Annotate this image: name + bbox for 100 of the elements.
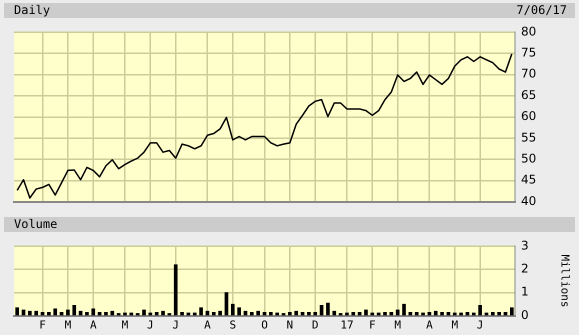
- bar: [452, 312, 457, 316]
- bar: [123, 312, 127, 316]
- bar: [345, 312, 349, 316]
- bar: [269, 312, 273, 316]
- bar: [142, 310, 146, 316]
- bar: [332, 310, 336, 316]
- bar: [15, 307, 19, 316]
- bar: [60, 312, 64, 316]
- y-axis-title: Millions: [558, 254, 572, 308]
- x-tick-label: A: [426, 318, 434, 332]
- bar: [66, 310, 70, 316]
- bar: [504, 312, 508, 316]
- bar: [300, 312, 304, 316]
- bar: [256, 310, 260, 316]
- y-tick-label: 0: [521, 308, 529, 322]
- x-tick-label: S: [229, 318, 236, 332]
- bar: [47, 312, 51, 316]
- bar: [472, 312, 476, 316]
- bar: [180, 312, 184, 316]
- y-tick-label: 65: [521, 88, 536, 102]
- bar: [78, 310, 82, 316]
- x-tick-label: A: [90, 318, 97, 332]
- bar: [85, 312, 89, 316]
- bar: [186, 312, 190, 316]
- bar: [421, 312, 425, 316]
- bar: [326, 302, 330, 316]
- bar: [408, 312, 412, 316]
- bar: [28, 310, 32, 316]
- x-tick-label: M: [122, 318, 129, 332]
- bar: [192, 312, 197, 316]
- bar: [275, 312, 280, 316]
- bar: [224, 292, 228, 316]
- bar: [288, 312, 292, 316]
- y-tick-label: 60: [521, 109, 536, 124]
- bar: [396, 310, 400, 316]
- y-tick-label: 3: [521, 238, 529, 252]
- x-tick-label: J: [147, 318, 154, 332]
- y-tick-label: 75: [521, 46, 536, 60]
- bar: [370, 312, 374, 316]
- bar: [244, 310, 248, 316]
- x-tick-label: J: [172, 318, 180, 332]
- bar: [307, 312, 311, 316]
- bar: [212, 312, 216, 316]
- y-tick-label: 2: [521, 262, 529, 276]
- x-tick-label: M: [394, 318, 402, 332]
- bar: [104, 312, 108, 316]
- x-tick-label: O: [261, 318, 268, 332]
- text: 7/06/17: [516, 3, 567, 18]
- x-tick-label: F: [39, 318, 46, 332]
- bar: [466, 312, 470, 316]
- y-tick-label: 70: [521, 66, 536, 81]
- bar: [250, 312, 254, 316]
- y-tick-label: 40: [521, 194, 536, 208]
- x-tick-label: M: [64, 318, 72, 332]
- bar: [262, 312, 266, 316]
- y-tick-label: 45: [521, 172, 536, 187]
- bar: [218, 310, 222, 316]
- bar: [110, 310, 114, 316]
- bar: [237, 307, 241, 316]
- bar: [497, 312, 501, 316]
- bar: [22, 310, 26, 316]
- bar: [376, 312, 380, 316]
- bar: [478, 305, 482, 316]
- y-tick-label: 55: [521, 130, 536, 144]
- chart-title: Daily: [14, 3, 50, 18]
- chart-title: Volume: [14, 217, 58, 232]
- bar: [390, 312, 394, 316]
- bar: [230, 304, 235, 316]
- bar: [161, 310, 165, 316]
- x-tick-label: M: [451, 318, 458, 332]
- x-tick-label: D: [312, 318, 319, 332]
- bar: [383, 312, 387, 316]
- bar: [91, 308, 96, 316]
- bar: [358, 312, 362, 316]
- bar: [484, 312, 488, 316]
- x-tick-label: 17: [340, 318, 354, 332]
- bar: [174, 264, 178, 316]
- bar: [72, 305, 76, 316]
- x-tick-label: F: [369, 318, 376, 332]
- y-tick-label: 50: [521, 152, 536, 166]
- bar: [53, 308, 58, 316]
- bar: [351, 312, 356, 316]
- bar: [459, 312, 463, 316]
- bar: [34, 310, 38, 316]
- y-tick-label: 1: [521, 284, 529, 299]
- bar: [402, 304, 406, 316]
- bar: [199, 307, 203, 316]
- bar: [364, 310, 368, 316]
- bar: [313, 312, 318, 316]
- bar: [294, 310, 298, 316]
- bar: [440, 312, 444, 316]
- bar: [414, 312, 419, 316]
- bar: [154, 312, 159, 316]
- bar: [98, 312, 102, 316]
- bar: [40, 312, 44, 316]
- bar: [490, 312, 495, 316]
- x-tick-label: A: [204, 318, 212, 332]
- bar: [129, 312, 134, 316]
- x-tick-label: J: [476, 318, 484, 332]
- bar: [206, 310, 210, 316]
